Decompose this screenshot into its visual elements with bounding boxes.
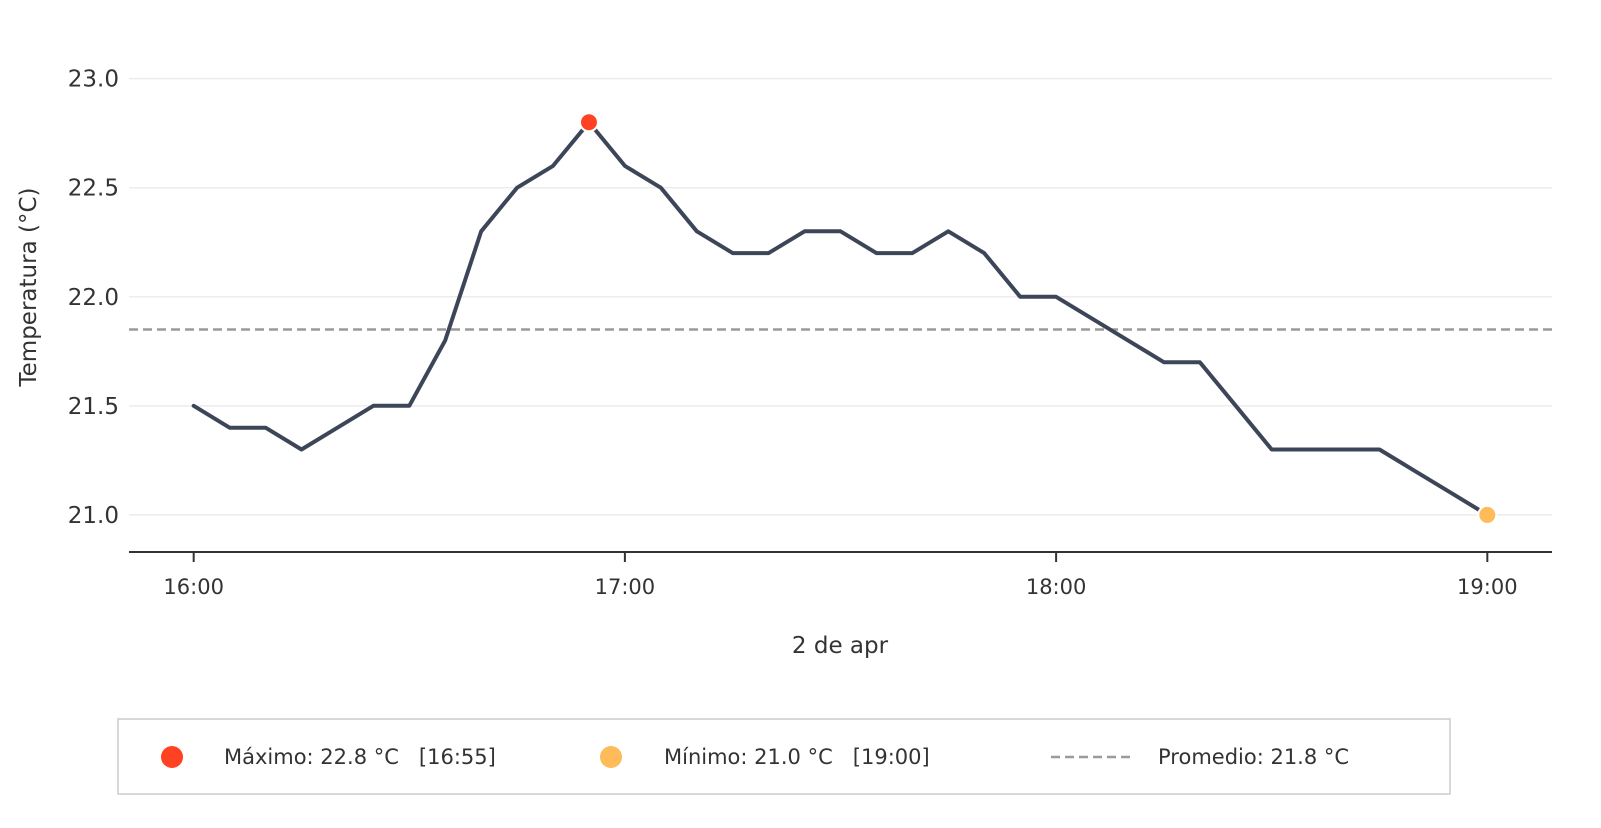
legend-min-marker: [600, 746, 622, 768]
x-axis-label: 2 de apr: [792, 633, 889, 659]
legend-max-marker: [161, 746, 183, 768]
y-axis-label: Temperatura (°C): [16, 188, 42, 388]
legend-min-label: Mínimo: 21.0 °C [19:00]: [664, 745, 930, 769]
legend: Máximo: 22.8 °C [16:55] Mínimo: 21.0 °C …: [117, 718, 1451, 795]
y-axis-ticks: 21.0 21.5 22.0 22.5 23.0: [68, 67, 119, 529]
x-tick-label-17:00: 17:00: [595, 575, 656, 599]
x-axis-ticks: 16:00 17:00 18:00 19:00: [163, 552, 1518, 599]
y-tick-label-23.0: 23.0: [68, 67, 119, 93]
x-tick-label-18:00: 18:00: [1026, 575, 1087, 599]
y-tick-label-21.0: 21.0: [68, 503, 119, 529]
x-tick-label-16:00: 16:00: [163, 575, 224, 599]
y-tick-label-21.5: 21.5: [68, 394, 119, 420]
data-points: [578, 112, 1498, 525]
legend-box: [117, 718, 1451, 795]
min-point-marker: [1477, 504, 1498, 525]
x-tick-label-19:00: 19:00: [1457, 575, 1518, 599]
y-tick-label-22.0: 22.0: [68, 285, 119, 311]
temperature-series-line: [191, 120, 1490, 517]
legend-max-label: Máximo: 22.8 °C [16:55]: [224, 745, 496, 769]
max-point-marker: [578, 112, 599, 133]
grid-lines: [129, 77, 1552, 516]
legend-average-label: Promedio: 21.8 °C: [1158, 745, 1349, 769]
y-tick-label-22.5: 22.5: [68, 176, 119, 202]
